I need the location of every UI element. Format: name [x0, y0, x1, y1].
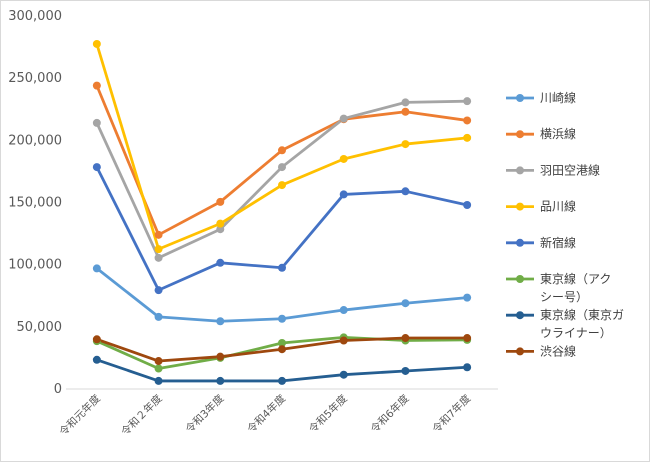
data-point [463, 116, 472, 125]
legend-label: 川崎線 [540, 90, 576, 105]
data-point [339, 336, 348, 345]
data-point [463, 200, 472, 209]
data-point [216, 258, 225, 267]
legend-label: 羽田空港線 [540, 162, 600, 177]
legend-label: 横浜線 [540, 126, 576, 141]
x-tick-label: 令和7年度 [430, 392, 474, 436]
data-point [154, 253, 163, 262]
data-point [463, 334, 472, 343]
data-point [463, 293, 472, 302]
series-line-2 [95, 84, 469, 237]
data-point [154, 245, 163, 254]
x-tick-label: 令和4年度 [245, 392, 289, 436]
data-point [154, 364, 163, 373]
y-tick-label: 100,000 [8, 258, 62, 273]
series-line-3 [95, 99, 469, 260]
data-point [401, 299, 410, 308]
x-tick-label: 令和5年度 [306, 392, 350, 436]
x-tick-label: 令和２年度 [118, 392, 165, 439]
legend-swatch-marker [516, 130, 524, 139]
y-tick-label: 50,000 [17, 320, 63, 335]
data-point [154, 357, 163, 366]
legend-swatch-marker [516, 311, 524, 320]
data-point [339, 370, 348, 379]
data-point [92, 355, 101, 364]
legend-swatch-marker [516, 275, 524, 283]
legend-item: 渋谷線 [506, 343, 576, 358]
legend-item: 羽田空港線 [506, 162, 600, 177]
x-tick-label: 令和3年度 [183, 392, 227, 436]
data-point [278, 146, 286, 155]
data-point [278, 376, 286, 385]
data-point [92, 264, 101, 273]
data-point [339, 154, 348, 163]
data-point [463, 97, 472, 106]
data-point [401, 366, 410, 375]
legend-swatch-marker [516, 94, 524, 102]
data-point [339, 306, 348, 315]
data-point [278, 314, 286, 323]
legend-item: 横浜線 [506, 126, 576, 141]
data-point [216, 225, 225, 234]
y-tick-label: 150,000 [8, 196, 62, 211]
legend-swatch-marker [516, 166, 524, 175]
data-point [401, 334, 410, 343]
data-point [92, 335, 101, 344]
legend-swatch-marker [516, 347, 524, 356]
data-point [92, 39, 101, 48]
data-point [92, 118, 101, 127]
data-point [216, 219, 225, 228]
legend-label: ウライナー） [540, 326, 612, 340]
data-point [154, 376, 163, 385]
legend-label: 東京線（アク [540, 271, 611, 286]
data-point [401, 107, 410, 116]
x-tick-label: 令和6年度 [368, 392, 412, 436]
data-point [92, 163, 101, 172]
legend-item: 川崎線 [506, 90, 576, 105]
data-point [401, 140, 410, 149]
data-point [278, 163, 286, 172]
legend-label: 新宿線 [540, 235, 576, 250]
legend-label: 品川線 [540, 199, 576, 214]
y-tick-label: 0 [54, 382, 62, 397]
y-axis: 0 50,000 100,000 150,000 200,000 250,000 300,0… [8, 9, 62, 397]
data-point [339, 190, 348, 199]
legend-swatch-marker [516, 238, 524, 247]
data-point [401, 187, 410, 196]
legend-label: 渋谷線 [540, 343, 576, 358]
data-point [154, 230, 163, 239]
data-point [463, 133, 472, 142]
legend-swatch-marker [516, 202, 524, 211]
data-point [92, 81, 101, 90]
data-point [154, 286, 163, 295]
data-point [278, 263, 286, 272]
data-point [216, 376, 225, 385]
data-point [216, 352, 225, 361]
y-tick-label: 200,000 [8, 133, 62, 148]
series-points [92, 39, 472, 385]
data-point [278, 181, 286, 190]
data-point [278, 338, 286, 347]
y-tick-label: 300,000 [8, 9, 62, 24]
x-axis: 令和元年度 令和２年度 令和3年度 令和4年度 令和5年度 令和6年度 令和7年度 [57, 388, 498, 439]
data-point [401, 98, 410, 107]
legend-label: シー号） [540, 290, 588, 304]
legend-label: 東京線（東京ガ [540, 307, 624, 322]
legend: 川崎線横浜線羽田空港線品川線新宿線東京線（アクシー号）東京線（東京ガウライナー）… [506, 90, 624, 358]
data-point [154, 312, 163, 321]
legend-item: 品川線 [506, 199, 576, 214]
series-lines [95, 42, 469, 383]
legend-item: 新宿線 [506, 235, 576, 250]
y-tick-label: 250,000 [8, 71, 62, 86]
data-point [339, 114, 348, 123]
data-point [216, 317, 225, 326]
data-point [463, 363, 472, 372]
x-tick-label: 令和元年度 [57, 392, 104, 439]
data-point [278, 345, 286, 354]
data-point [216, 197, 225, 206]
